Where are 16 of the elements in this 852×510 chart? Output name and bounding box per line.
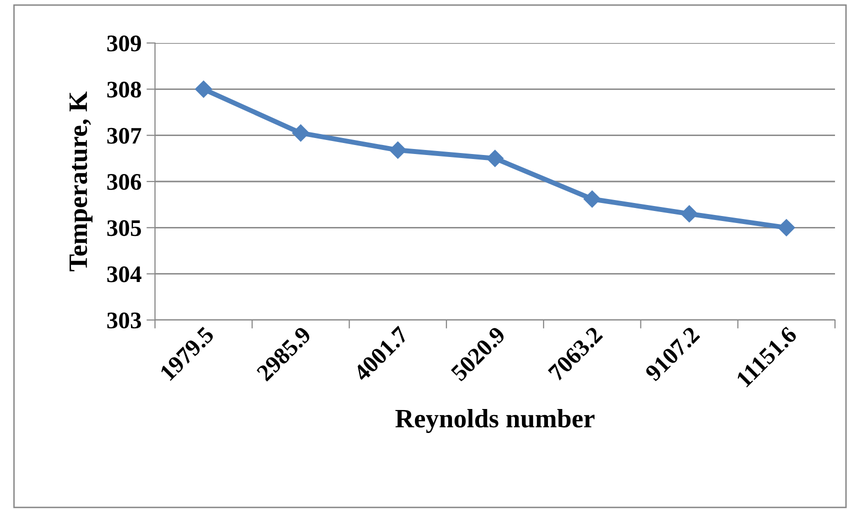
point bbox=[584, 190, 601, 208]
y-tick-label: 304 bbox=[107, 266, 142, 282]
point bbox=[680, 205, 698, 222]
point bbox=[486, 150, 504, 167]
y-tick-label: 303 bbox=[107, 312, 141, 328]
y-tick-label: 306 bbox=[107, 174, 142, 190]
point bbox=[778, 219, 795, 236]
x-axis-title: Reynolds number bbox=[395, 408, 595, 433]
y-tick-label: 307 bbox=[107, 128, 142, 144]
point bbox=[389, 142, 406, 159]
y-tick-label: 305 bbox=[107, 220, 141, 236]
point bbox=[195, 80, 212, 98]
y-tick-label: 309 bbox=[107, 35, 141, 52]
y-axis-title: Temperature, K bbox=[70, 92, 92, 272]
point bbox=[292, 124, 310, 142]
y-tick-label: 308 bbox=[107, 82, 142, 98]
